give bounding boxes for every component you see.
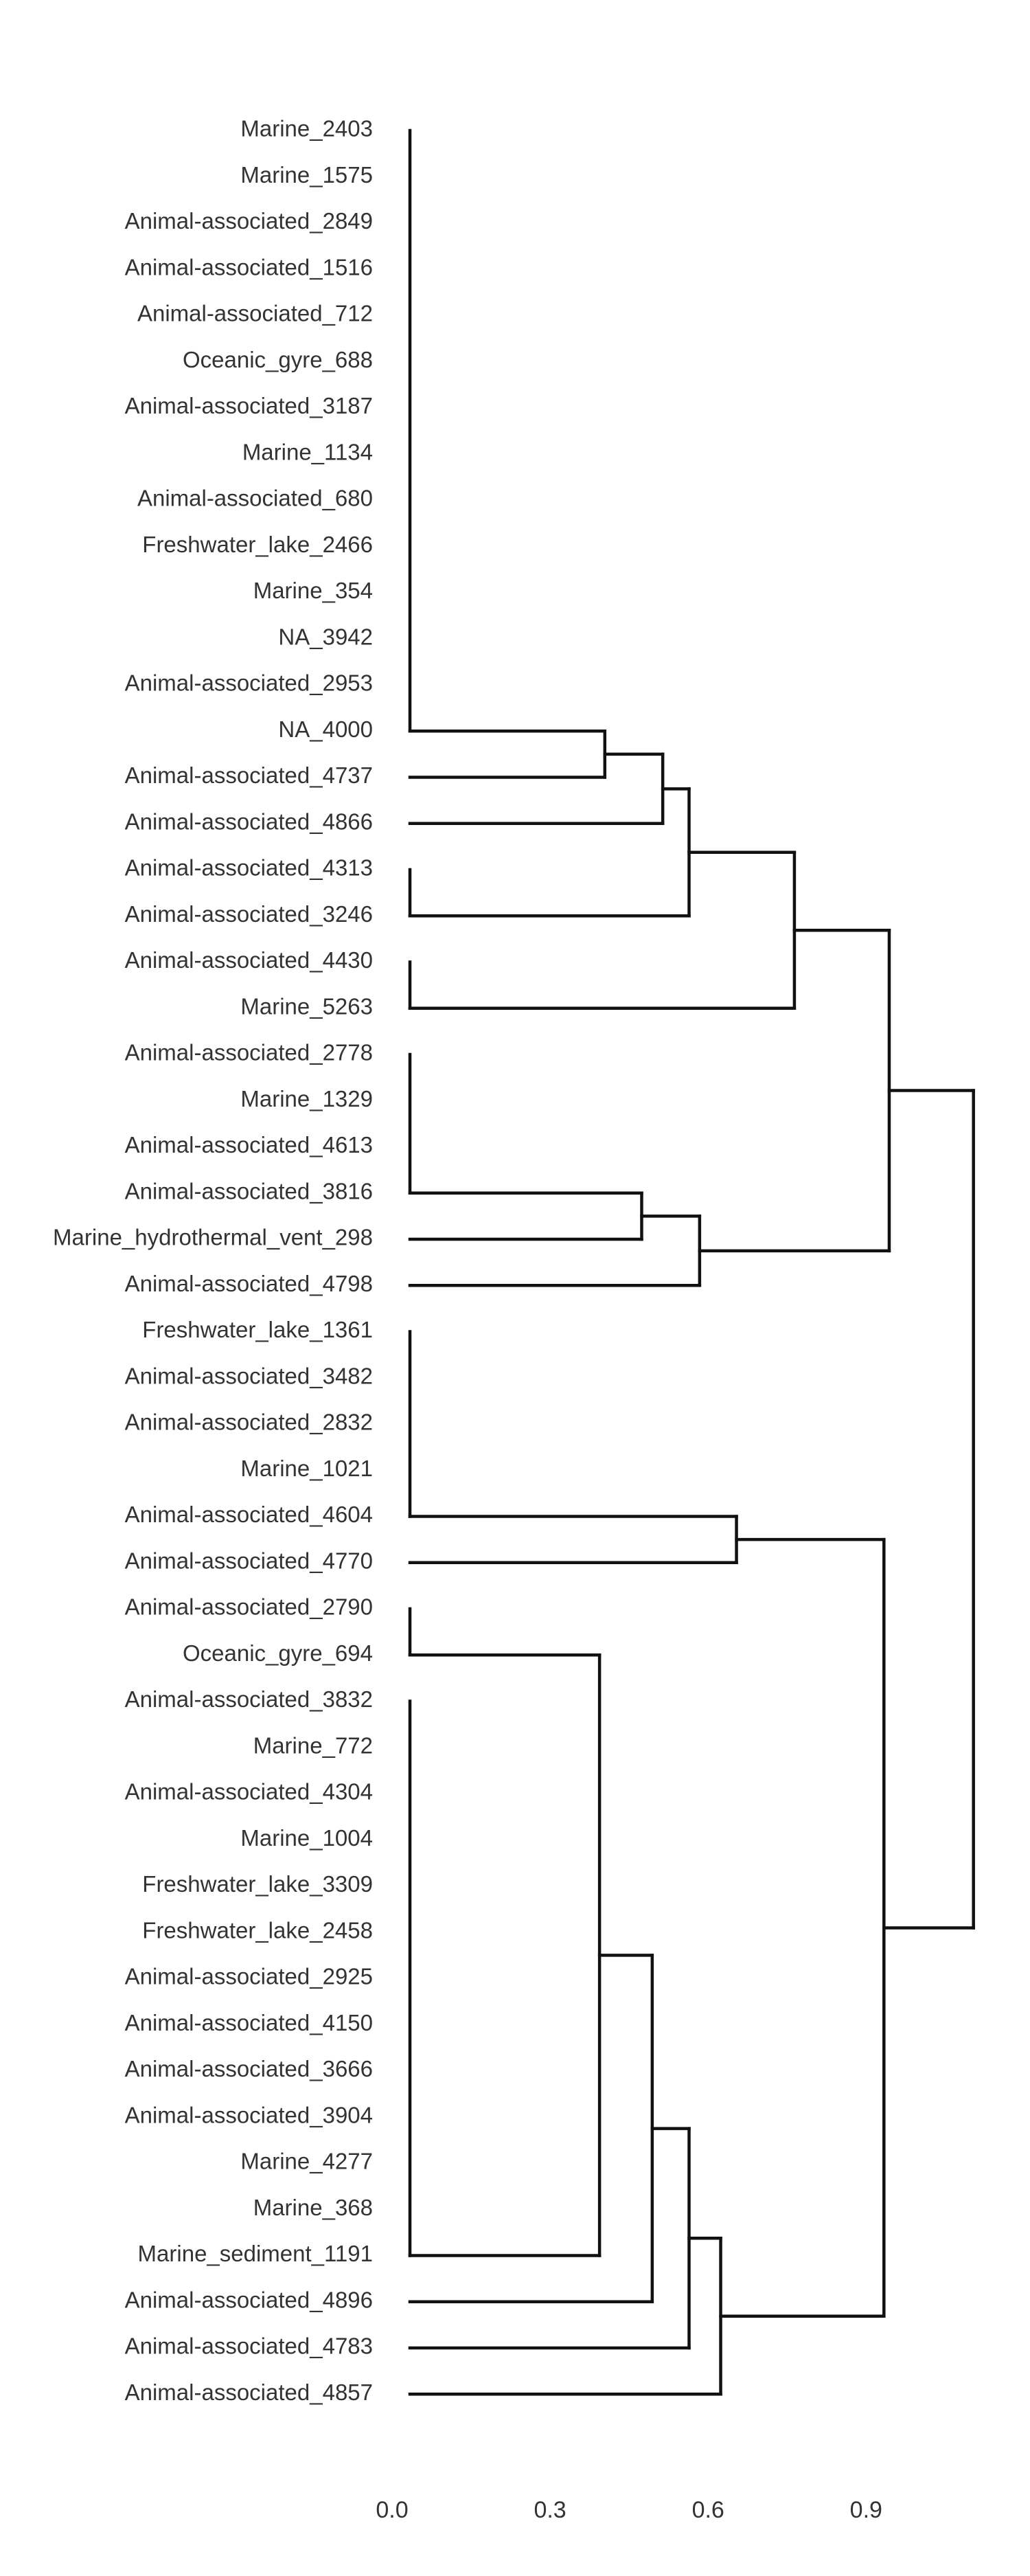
leaf-label: Oceanic_gyre_694: [183, 1640, 373, 1666]
leaf-label: NA_3942: [278, 624, 373, 649]
leaf-labels: Marine_2403 Marine_1575 Animal-associated_…: [53, 116, 373, 2405]
leaf-label: Marine_sediment_1191: [138, 2241, 373, 2266]
leaf-label: Animal-associated_2925: [125, 1964, 373, 1989]
leaf-label: Animal-associated_2849: [125, 208, 373, 234]
branches: [408, 128, 975, 2396]
leaf-label: Marine_4277: [240, 2149, 373, 2174]
leaf-label: Marine_5263: [240, 993, 373, 1019]
leaf-label: Marine_hydrothermal_vent_298: [53, 1225, 373, 1250]
leaf-label: Animal-associated_3187: [125, 393, 373, 418]
leaf-label: Animal-associated_3816: [125, 1178, 373, 1204]
leaf-label: NA_4000: [278, 716, 373, 742]
x-tick-label: 0.0: [376, 2497, 408, 2523]
leaf-label: Freshwater_lake_2466: [142, 532, 373, 557]
leaf-label: Freshwater_lake_3309: [142, 1871, 373, 1897]
leaf-label: Marine_1021: [240, 1456, 373, 1481]
leaf-label: Animal-associated_4770: [125, 1548, 373, 1573]
x-axis-ticks: 0.0 0.3 0.6 0.9: [376, 2497, 882, 2523]
leaf-label: Animal-associated_2832: [125, 1410, 373, 1435]
leaf-label: Marine_354: [253, 578, 373, 603]
leaf-label: Animal-associated_4613: [125, 1132, 373, 1157]
leaf-label: Marine_2403: [240, 116, 373, 142]
leaf-label: Animal-associated_4313: [125, 855, 373, 881]
leaf-label: Animal-associated_4866: [125, 809, 373, 834]
leaf-label: Animal-associated_712: [137, 301, 373, 326]
x-tick-label: 0.6: [692, 2497, 724, 2523]
leaf-label: Marine_1329: [240, 1086, 373, 1111]
leaf-label: Animal-associated_4304: [125, 1779, 373, 1805]
leaf-label: Animal-associated_4430: [125, 947, 373, 973]
leaf-label: Animal-associated_4150: [125, 2010, 373, 2035]
leaf-label: Animal-associated_3246: [125, 901, 373, 927]
leaf-label: Animal-associated_2778: [125, 1040, 373, 1065]
x-tick-label: 0.9: [850, 2497, 882, 2523]
leaf-label: Animal-associated_4783: [125, 2334, 373, 2359]
leaf-label: Animal-associated_4737: [125, 762, 373, 788]
leaf-label: Freshwater_lake_1361: [142, 1317, 373, 1342]
leaf-label: Marine_772: [253, 1732, 373, 1758]
leaf-label: Marine_1004: [240, 1825, 373, 1851]
leaf-label: Animal-associated_3904: [125, 2102, 373, 2127]
leaf-label: Animal-associated_4857: [125, 2380, 373, 2405]
leaf-label: Oceanic_gyre_688: [183, 347, 373, 372]
leaf-label: Animal-associated_680: [137, 486, 373, 511]
leaf-label: Animal-associated_2953: [125, 670, 373, 696]
leaf-label: Freshwater_lake_2458: [142, 1917, 373, 1943]
leaf-label: Animal-associated_4604: [125, 1502, 373, 1527]
leaf-label: Animal-associated_3666: [125, 2056, 373, 2081]
leaf-label: Animal-associated_1516: [125, 254, 373, 280]
leaf-label: Animal-associated_4798: [125, 1271, 373, 1296]
x-tick-label: 0.3: [534, 2497, 566, 2523]
leaf-label: Animal-associated_3832: [125, 1686, 373, 1712]
leaf-label: Animal-associated_4896: [125, 2287, 373, 2312]
leaf-label: Marine_368: [253, 2195, 373, 2220]
leaf-label: Animal-associated_2790: [125, 1594, 373, 1620]
leaf-label: Marine_1134: [242, 439, 373, 464]
leaf-label: Marine_1575: [240, 162, 373, 188]
leaf-label: Animal-associated_3482: [125, 1363, 373, 1388]
